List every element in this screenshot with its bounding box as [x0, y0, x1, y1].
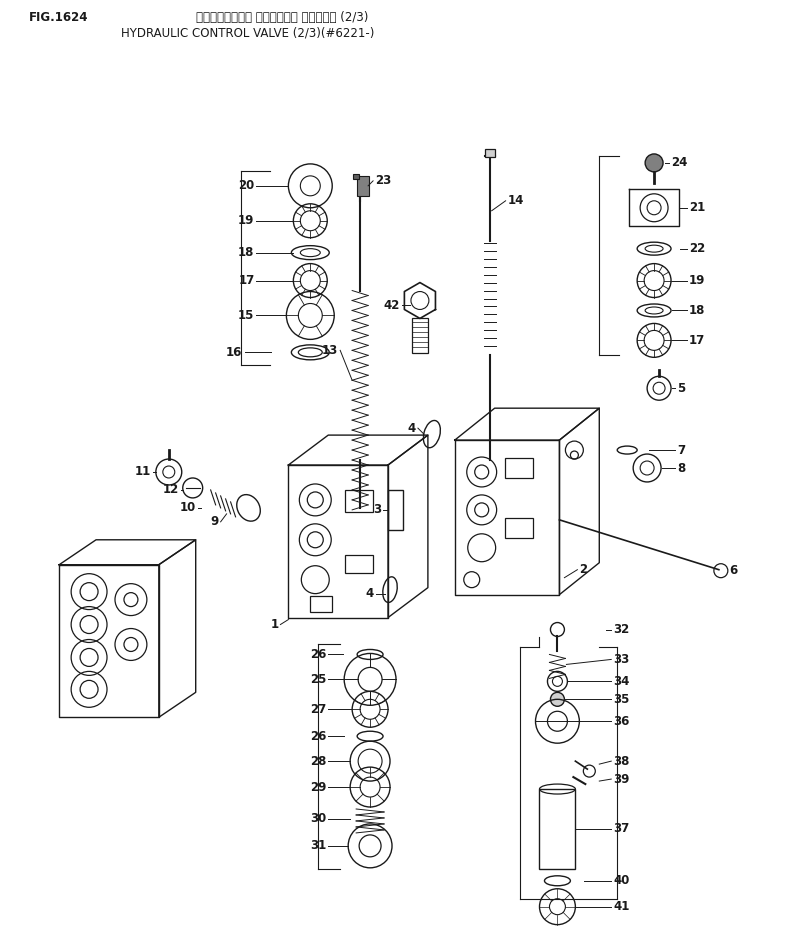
Text: 37: 37 [613, 823, 630, 836]
Text: ハイト゚ロリック コントロール バルプ (2/3): ハイト゚ロリック コントロール バルプ (2/3) [195, 11, 368, 24]
Text: 3: 3 [373, 504, 381, 517]
Circle shape [550, 692, 565, 706]
Text: 42: 42 [384, 299, 400, 312]
Text: 29: 29 [310, 780, 326, 794]
Text: 7: 7 [677, 444, 685, 457]
Text: 15: 15 [238, 309, 255, 322]
Text: 30: 30 [310, 812, 326, 825]
Text: 35: 35 [613, 693, 630, 705]
Text: 26: 26 [310, 648, 326, 661]
Bar [388, 490, 403, 530]
Bar [345, 554, 373, 573]
Text: 41: 41 [613, 900, 630, 914]
Text: 17: 17 [689, 334, 705, 347]
Text: 33: 33 [613, 653, 630, 666]
Bar [484, 149, 495, 157]
Bar [357, 175, 369, 196]
Text: 36: 36 [613, 715, 630, 728]
Text: 4: 4 [366, 587, 374, 600]
Text: 31: 31 [310, 840, 326, 853]
Circle shape [646, 154, 663, 172]
Text: 19: 19 [689, 274, 705, 287]
Bar [345, 490, 373, 512]
Text: 16: 16 [226, 346, 242, 359]
Text: 8: 8 [677, 461, 685, 475]
Text: 18: 18 [689, 304, 705, 317]
Text: 23: 23 [375, 174, 391, 188]
Text: 11: 11 [135, 465, 151, 478]
Text: 17: 17 [238, 274, 255, 287]
Text: 34: 34 [613, 674, 630, 688]
Text: FIG.1624: FIG.1624 [29, 11, 89, 24]
Text: 14: 14 [507, 194, 524, 207]
Text: 1: 1 [270, 618, 279, 631]
Text: 6: 6 [729, 564, 737, 577]
Text: 13: 13 [322, 344, 338, 356]
Bar [353, 174, 359, 179]
Text: 22: 22 [689, 242, 705, 255]
Text: 9: 9 [210, 515, 218, 528]
Text: 28: 28 [310, 755, 326, 767]
Text: 4: 4 [407, 421, 416, 434]
Text: 38: 38 [613, 755, 630, 767]
Bar [505, 518, 533, 537]
Text: 39: 39 [613, 773, 630, 786]
Bar [310, 596, 332, 612]
Text: 10: 10 [179, 502, 195, 514]
Bar [412, 318, 428, 354]
Bar [505, 458, 533, 478]
Text: 12: 12 [163, 483, 179, 496]
Bar [539, 789, 576, 869]
Text: 18: 18 [238, 246, 255, 259]
Text: 19: 19 [238, 214, 255, 227]
Text: 20: 20 [238, 179, 255, 192]
Text: 2: 2 [580, 563, 588, 576]
Text: 24: 24 [671, 157, 688, 170]
Text: 21: 21 [689, 202, 705, 214]
Text: 27: 27 [310, 703, 326, 716]
Text: 25: 25 [310, 673, 326, 686]
Text: HYDRAULIC CONTROL VALVE (2/3)(#6221-): HYDRAULIC CONTROL VALVE (2/3)(#6221-) [121, 26, 374, 39]
Text: 26: 26 [310, 730, 326, 743]
Text: 5: 5 [677, 382, 685, 395]
Text: 40: 40 [613, 874, 630, 887]
Text: 32: 32 [613, 623, 630, 636]
